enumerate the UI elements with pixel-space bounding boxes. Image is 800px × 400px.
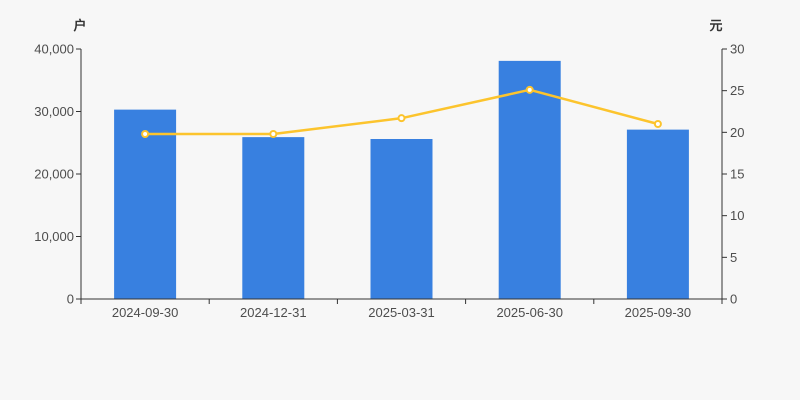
data-point[interactable] (397, 114, 406, 123)
y-axis-left-tick-label: 40,000 (34, 42, 74, 57)
line-series (143, 88, 660, 136)
y-axis-left-tick-label: 0 (67, 292, 74, 307)
bar[interactable] (242, 137, 305, 299)
data-point[interactable] (141, 130, 150, 138)
data-point[interactable] (269, 130, 278, 138)
y-axis-right-tick-label: 30 (730, 42, 744, 57)
y-axis-right-tick-label: 25 (730, 83, 744, 98)
y-axis-left-tick-label: 10,000 (34, 229, 74, 244)
bar[interactable] (626, 129, 689, 299)
y-axis-left-tick-label: 20,000 (34, 167, 74, 182)
left-axis-unit-label: 户 (73, 18, 86, 33)
y-axis-right-tick-label: 20 (730, 125, 744, 140)
right-axis-unit-label: 元 (709, 18, 722, 33)
y-axis-right-tick-label: 0 (730, 292, 737, 307)
y-axis-left-tick-label: 30,000 (34, 104, 74, 119)
x-axis-category-label: 2025-03-31 (368, 305, 435, 320)
y-axis-right-tick-label: 5 (730, 250, 737, 265)
x-axis-category-label: 2025-06-30 (496, 305, 563, 320)
x-axis-category-label: 2025-09-30 (625, 305, 692, 320)
bar[interactable] (114, 109, 177, 299)
x-axis-category-label: 2024-09-30 (112, 305, 179, 320)
data-point[interactable] (525, 85, 534, 94)
bar[interactable] (370, 139, 433, 299)
bar[interactable] (498, 60, 561, 299)
data-point[interactable] (653, 120, 662, 128)
x-axis-category-label: 2024-12-31 (240, 305, 307, 320)
y-axis-right-tick-label: 15 (730, 167, 744, 182)
y-axis-right-tick-label: 10 (730, 208, 744, 223)
